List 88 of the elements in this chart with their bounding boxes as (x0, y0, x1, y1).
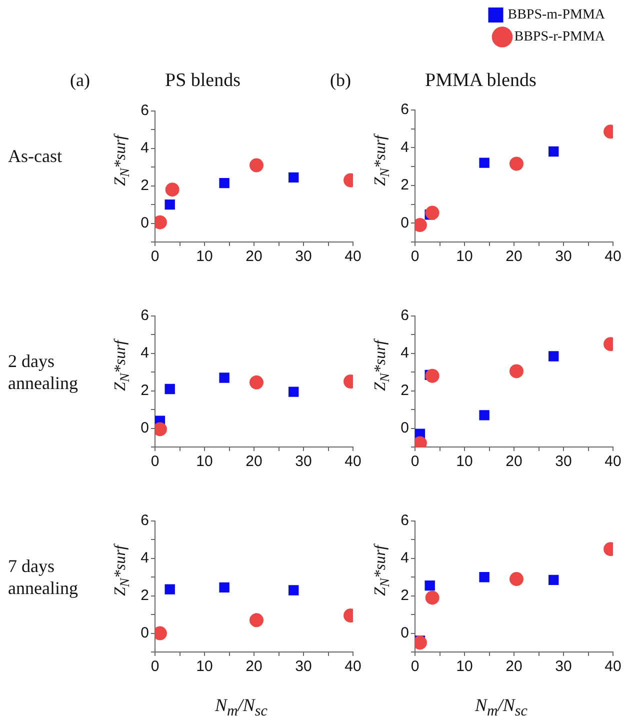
y-tick-label: 6 (400, 307, 409, 324)
point (425, 590, 440, 605)
text: As-cast (8, 145, 63, 167)
point (415, 218, 427, 232)
point (548, 146, 559, 157)
y-tick-label: 6 (400, 101, 409, 118)
y-tick-label: 2 (400, 382, 409, 399)
x-axis-title: N$_{m}$/N$_{sc}$ (475, 695, 528, 721)
point (548, 351, 559, 362)
x-tick-label: 20 (246, 658, 262, 676)
x-tick-label: 30 (295, 658, 312, 676)
y-tick-label: 2 (400, 587, 409, 604)
x-tick-label: 20 (506, 658, 522, 676)
point (479, 410, 490, 420)
point (219, 582, 230, 593)
y-tick-label: 0 (400, 419, 409, 436)
x-tick-label: 30 (295, 453, 312, 470)
text: 7 days annealing (8, 555, 79, 599)
x-tick-label: 40 (344, 453, 362, 470)
x-tick-label: 40 (344, 248, 362, 266)
point (548, 574, 559, 586)
x-tick-label: 10 (196, 248, 213, 266)
point (288, 585, 299, 596)
y-tick-label: 0 (400, 214, 409, 232)
y-tick-label: 6 (140, 512, 149, 530)
x-tick-label: 10 (456, 453, 473, 470)
y-tick-label: 4 (140, 550, 149, 567)
y-tick-label: 2 (400, 176, 409, 194)
point (164, 199, 175, 210)
text: 2 days annealing (8, 350, 79, 394)
y-tick-label: 4 (400, 138, 409, 156)
y-tick-label: 4 (140, 344, 149, 362)
y-tick-label: 4 (400, 550, 409, 567)
point (479, 572, 490, 582)
y-tick-label: 4 (400, 344, 409, 362)
point (288, 172, 299, 183)
x-tick-label: 40 (344, 658, 362, 676)
y-tick-label: 0 (140, 214, 149, 232)
point (509, 572, 524, 586)
x-tick-label: 20 (246, 248, 262, 266)
point (219, 178, 230, 188)
legend-label: BBPS-m-PMMA (508, 8, 606, 23)
point (425, 368, 440, 383)
point (288, 386, 299, 397)
y-tick-label: 6 (140, 307, 149, 324)
x-tick-label: 20 (246, 453, 262, 470)
point (165, 182, 180, 197)
y-tick-label: 6 (400, 512, 409, 530)
x-tick-label: 30 (555, 453, 572, 470)
x-tick-label: 30 (555, 248, 572, 266)
point (249, 158, 264, 172)
point (164, 584, 175, 594)
y-tick-label: 0 (140, 419, 149, 436)
y-tick-label: 2 (140, 382, 149, 399)
x-tick-label: 10 (196, 658, 213, 676)
text: (b) (330, 70, 351, 91)
point (479, 158, 490, 168)
point (155, 422, 167, 436)
x-tick-label: 10 (456, 658, 473, 676)
x-tick-label: 40 (604, 658, 622, 676)
point (509, 156, 524, 171)
y-tick-label: 6 (140, 102, 149, 120)
x-tick-label: 30 (295, 248, 312, 266)
y-tick-label: 0 (400, 624, 409, 642)
x-tick-label: 20 (506, 453, 522, 470)
chart-title: PS blends (165, 70, 240, 92)
point (415, 636, 427, 650)
point (164, 384, 175, 394)
legend-label: BBPS-r-PMMA (514, 30, 606, 45)
point (155, 215, 167, 230)
point (424, 580, 435, 591)
x-tick-label: 10 (196, 453, 213, 470)
y-tick-label: 2 (140, 587, 149, 604)
point (509, 364, 524, 378)
x-tick-label: 40 (604, 453, 622, 470)
x-tick-label: 30 (555, 658, 572, 676)
y-tick-label: 0 (140, 624, 149, 642)
y-tick-label: 2 (140, 177, 149, 194)
x-tick-label: 40 (604, 248, 622, 266)
x-tick-label: 10 (456, 248, 473, 266)
point (219, 372, 230, 383)
point (155, 626, 167, 640)
x-tick-label: 20 (506, 248, 522, 266)
x-axis-title: N$_{m}$/N$_{sc}$ (215, 695, 268, 721)
chart-title: PMMA blends (425, 70, 536, 92)
text: (a) (70, 70, 90, 91)
point (425, 206, 440, 220)
y-tick-label: 4 (140, 140, 149, 157)
